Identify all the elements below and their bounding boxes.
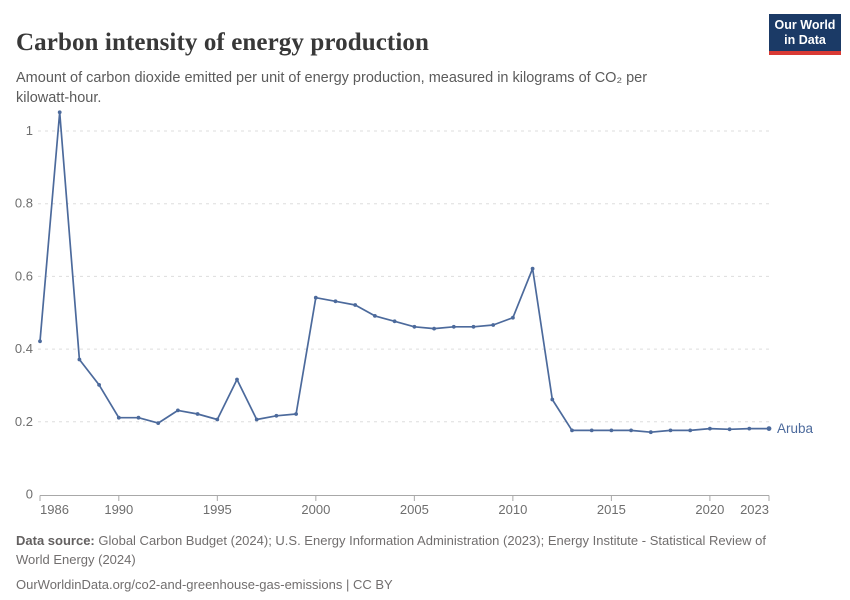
data-point — [392, 319, 397, 324]
data-point — [668, 428, 673, 433]
data-source-note: Data source: Global Carbon Budget (2024)… — [16, 531, 786, 569]
data-point — [451, 324, 456, 329]
data-point — [176, 408, 180, 413]
data-point — [38, 339, 42, 344]
data-point — [254, 417, 259, 422]
x-tick-label: 2020 — [695, 502, 724, 517]
x-tick-label: 2005 — [400, 502, 429, 517]
data-point — [215, 417, 220, 422]
x-tick-label: 2023 — [740, 502, 769, 517]
series-markers — [38, 110, 772, 435]
data-point — [136, 415, 141, 420]
data-point — [491, 323, 496, 327]
x-axis-tick-labels: 1986 1990 1995 2000 2005 2010 2015 2020 2023 — [40, 502, 769, 517]
y-axis-tick-labels: 0 0.2 0.4 0.6 0.8 1 — [15, 123, 33, 502]
x-tick-label: 1995 — [203, 502, 232, 517]
data-point — [648, 430, 653, 435]
owid-logo[interactable]: Our World in Data — [769, 14, 841, 55]
data-point — [333, 299, 338, 304]
y-tick-label: 1 — [26, 123, 33, 138]
owid-logo-line1: Our World — [774, 18, 836, 32]
line-chart-canvas: 0 0.2 0.4 0.6 0.8 1 1986 1990 1995 2000 2005 2010 20… — [15, 110, 814, 517]
data-point — [530, 266, 535, 271]
data-point — [313, 295, 318, 300]
y-gridlines — [38, 130, 772, 423]
data-point — [747, 426, 752, 431]
citation-line: OurWorldinData.org/co2-and-greenhouse-ga… — [16, 575, 786, 594]
y-tick-label: 0.8 — [15, 196, 33, 211]
chart-subtitle: Amount of carbon dioxide emitted per uni… — [16, 69, 648, 106]
y-tick-label: 0.6 — [15, 268, 33, 283]
data-source-text: Global Carbon Budget (2024); U.S. Energy… — [16, 533, 767, 567]
data-point — [708, 426, 712, 431]
data-point — [97, 383, 101, 387]
y-tick-label: 0.2 — [15, 414, 33, 429]
data-point — [373, 314, 377, 318]
data-point — [570, 428, 574, 433]
data-point — [688, 428, 693, 433]
data-source-label: Data source: — [16, 533, 95, 548]
x-axis — [39, 495, 770, 501]
data-point — [766, 426, 772, 431]
x-tick-label: 2015 — [597, 502, 626, 517]
data-point — [294, 412, 298, 416]
series-line-aruba — [39, 111, 770, 434]
x-tick-label: 2010 — [498, 502, 527, 517]
x-tick-label: 1986 — [40, 502, 69, 517]
data-point — [550, 397, 555, 402]
chart-title: Carbon intensity of energy production — [16, 28, 429, 56]
x-tick-label: 2000 — [301, 502, 330, 517]
data-point — [156, 421, 161, 425]
data-point — [609, 428, 614, 433]
data-point — [629, 428, 633, 433]
data-point — [235, 377, 239, 382]
data-point — [77, 357, 82, 362]
data-point — [412, 324, 417, 329]
data-point — [195, 412, 200, 416]
entity-label: Aruba — [777, 421, 814, 436]
chart-footer: Data source: Global Carbon Budget (2024)… — [16, 531, 786, 594]
data-point — [432, 326, 436, 331]
y-tick-label: 0 — [26, 487, 33, 502]
owid-logo-line2: in Data — [784, 33, 826, 47]
data-point — [589, 428, 594, 433]
data-point — [57, 110, 62, 115]
data-point — [511, 315, 515, 320]
data-point — [727, 427, 732, 432]
data-point — [116, 415, 121, 420]
data-point — [274, 413, 279, 418]
x-tick-label: 1990 — [104, 502, 133, 517]
data-point — [471, 324, 476, 329]
data-point — [353, 303, 358, 307]
citation-url-link[interactable]: OurWorldinData.org/co2-and-greenhouse-ga… — [16, 577, 393, 592]
y-tick-label: 0.4 — [15, 341, 33, 356]
